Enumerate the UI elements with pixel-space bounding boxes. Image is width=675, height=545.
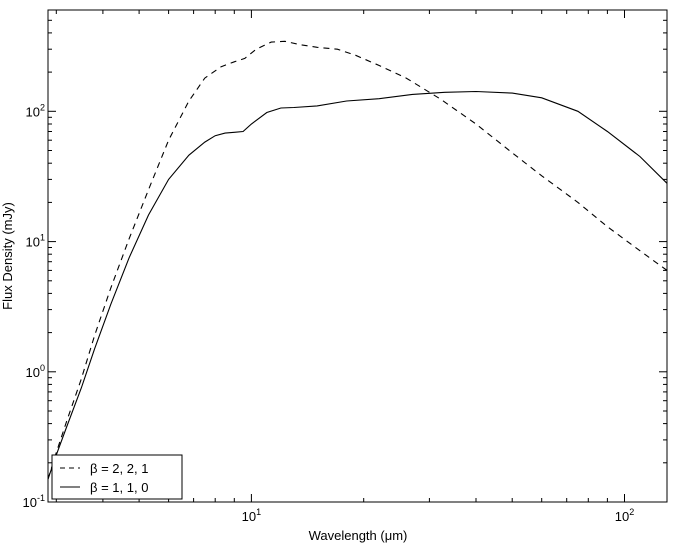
series-layer <box>47 40 668 480</box>
x-tick-label: 102 <box>615 507 634 524</box>
series-line-2 <box>47 90 668 480</box>
x-tick-label: 101 <box>242 507 261 524</box>
y-axis-label: Flux Density (mJy) <box>0 202 15 310</box>
series-line-1 <box>47 40 668 480</box>
plot-frame <box>47 9 668 503</box>
x-axis-label: Wavelength (μm) <box>309 528 408 543</box>
legend-box <box>51 454 183 500</box>
y-tick-label: 101 <box>26 233 45 250</box>
legend-label-series-1: β = 2, 2, 1 <box>90 461 148 476</box>
legend: β = 2, 2, 1 β = 1, 1, 0 <box>51 454 183 500</box>
y-tick-label: 100 <box>26 363 45 380</box>
y-tick-label: 102 <box>26 102 45 119</box>
ticks-layer: 101 102 10-1 100 101 102 <box>23 9 667 524</box>
y-tick-label: 10-1 <box>23 493 45 510</box>
legend-label-series-2: β = 1, 1, 0 <box>90 480 148 495</box>
